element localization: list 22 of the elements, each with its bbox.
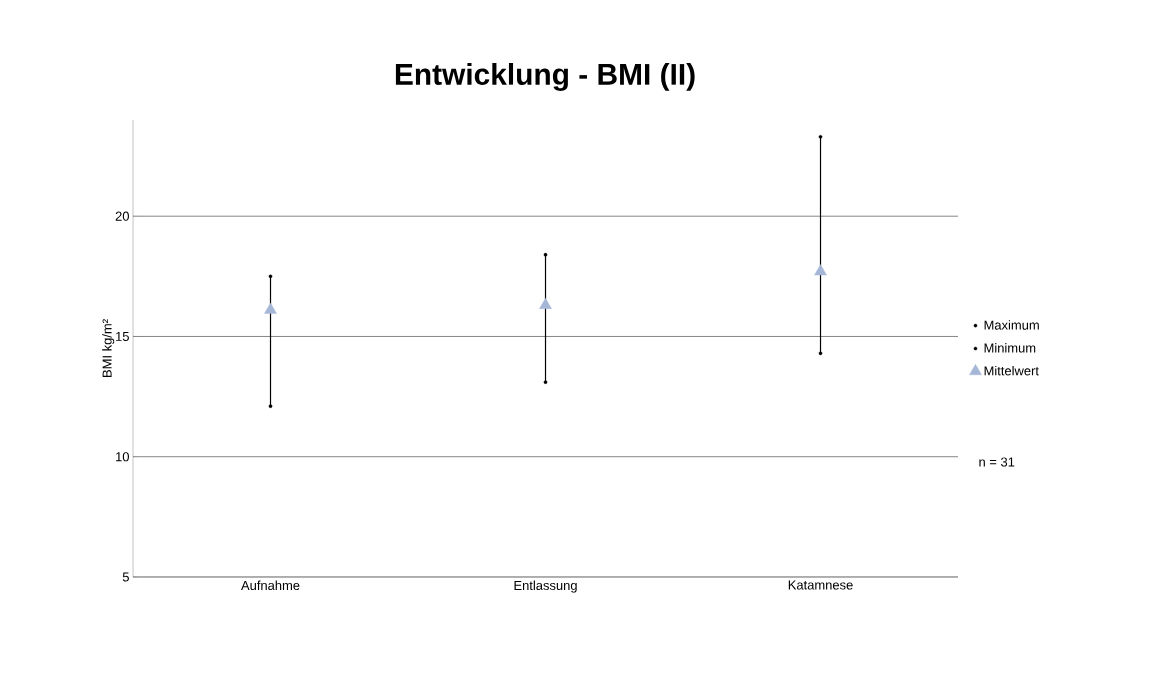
x-tick-label: Aufnahme — [241, 580, 300, 591]
chart-title: Entwicklung - BMI (II) — [395, 62, 695, 91]
legend-label: Mittelwert — [984, 365, 1039, 376]
legend-label: Minimum — [984, 343, 1036, 353]
y-tick-label: 5 — [122, 572, 129, 582]
point — [539, 297, 552, 309]
point — [268, 404, 273, 409]
point — [268, 274, 273, 279]
legend-label: Maximum — [984, 320, 1039, 330]
point — [543, 252, 548, 257]
point — [543, 380, 548, 384]
y-axis-title: BMI kg/m² — [102, 319, 115, 377]
y-tick-label: 10 — [116, 452, 129, 462]
text: n = 31 — [979, 457, 1015, 467]
x-tick-label: Katamnese — [788, 580, 853, 590]
x-tick-label: Entlassung — [514, 580, 577, 593]
point — [264, 302, 277, 314]
point — [818, 135, 823, 139]
point — [818, 351, 823, 356]
point — [814, 264, 827, 276]
y-tick-label: 15 — [116, 331, 129, 341]
y-tick-label: 20 — [115, 211, 129, 221]
